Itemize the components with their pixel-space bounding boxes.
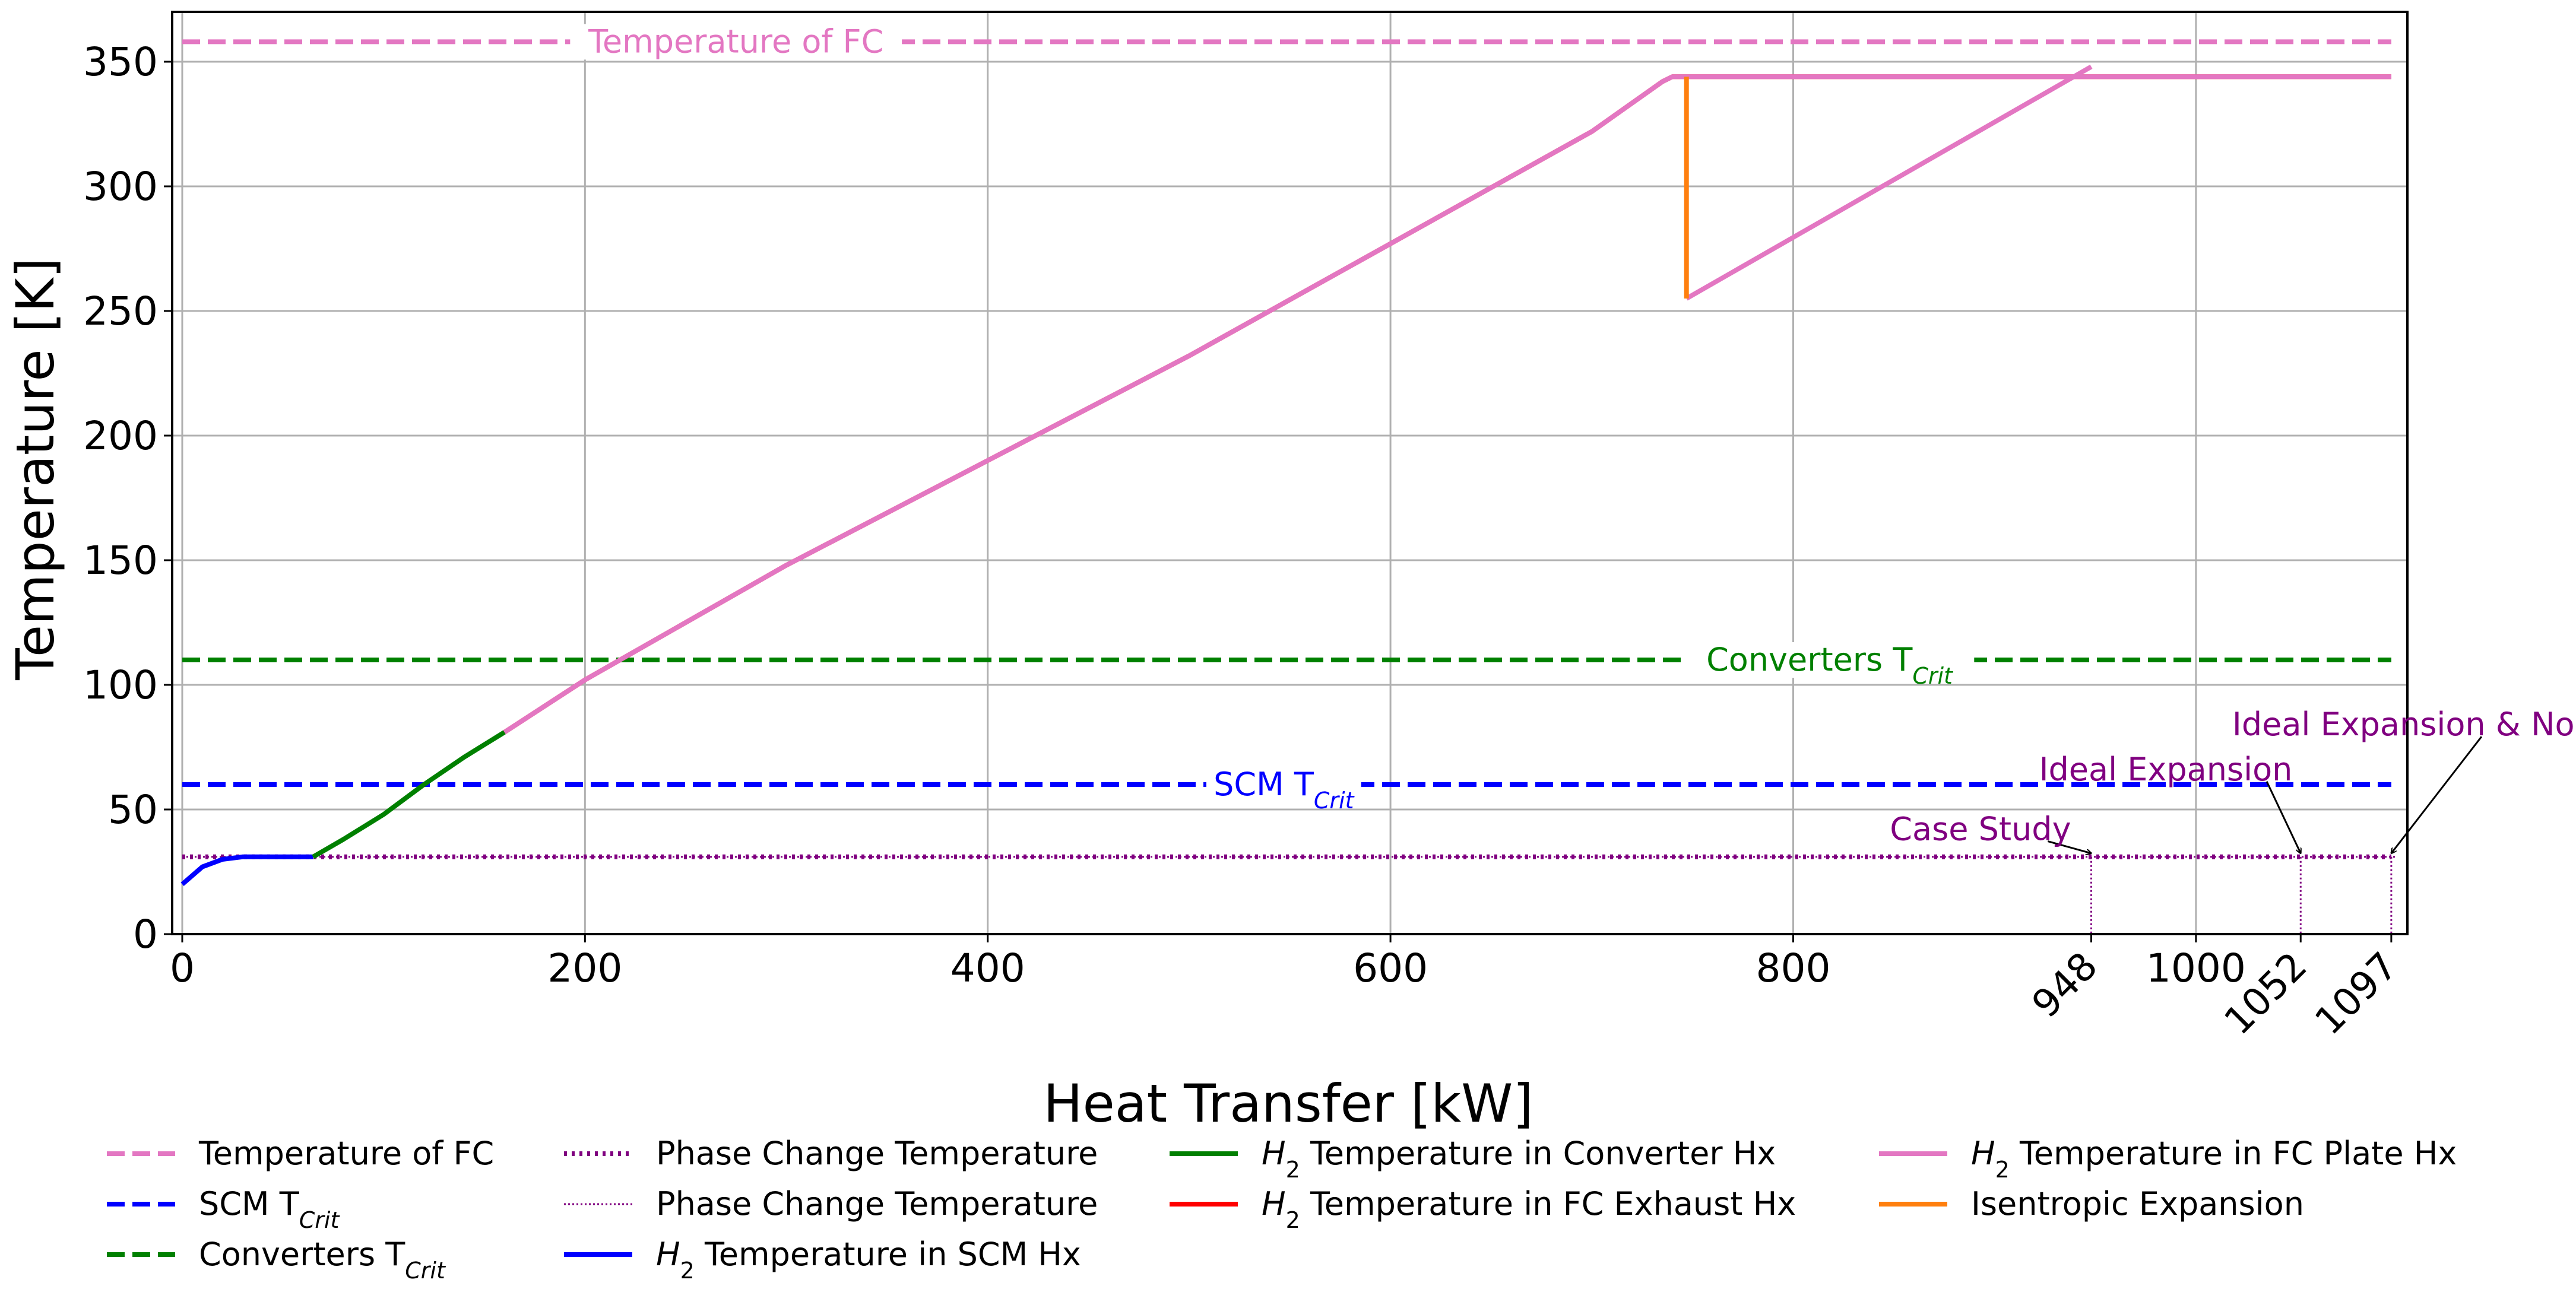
plot-frame	[171, 11, 2409, 935]
annotation-label: Ideal Expansion	[2039, 751, 2293, 788]
legend-label: H2 Temperature in Converter Hx	[1262, 1135, 1776, 1183]
annotation-label: Case Study	[1890, 811, 2071, 848]
series-layer	[180, 39, 2397, 934]
x-axis-label: Heat Transfer [kW]	[1043, 1073, 1533, 1134]
y-tick-label: 250	[83, 288, 158, 334]
y-axis-label: Temperature [K]	[5, 258, 66, 681]
x-tick-label: 400	[950, 945, 1025, 991]
legend-label: Temperature of FC	[198, 1135, 494, 1172]
legend-label: Phase Change Temperature	[656, 1185, 1098, 1223]
x-extra-tick-label: 1097	[2307, 944, 2406, 1043]
legend-label: H2 Temperature in FC Exhaust Hx	[1262, 1185, 1796, 1233]
x-tick-label: 0	[170, 945, 195, 991]
y-tick-label: 0	[133, 912, 158, 957]
axes: 0 200 400 600 800 1000 0 50 100 150 200 250 300 350 94…	[83, 11, 2409, 1043]
legend-label: H2 Temperature in FC Plate Hx	[1971, 1135, 2457, 1183]
annotation-arrow	[2047, 840, 2091, 853]
x-tick-label: 200	[547, 945, 622, 991]
annotation-arrow	[2266, 781, 2301, 853]
series-line	[503, 74, 2391, 735]
legend-label: Phase Change Temperature	[656, 1135, 1098, 1172]
series-line	[180, 854, 313, 887]
y-tick-label: 100	[83, 662, 158, 708]
annotation-label: Ideal Expansion & No Losses	[2232, 706, 2576, 743]
x-extra-tick-label: 948	[2024, 944, 2106, 1027]
series-line	[503, 74, 2391, 735]
series-line	[1685, 64, 2093, 301]
legend-label: Isentropic Expansion	[1971, 1185, 2304, 1223]
series-line	[312, 730, 506, 859]
y-tick-label: 150	[83, 538, 158, 583]
y-tick-label: 200	[83, 413, 158, 459]
annotation-arrow	[2391, 736, 2483, 853]
legend-label: Converters TCrit	[199, 1236, 446, 1284]
grid	[172, 12, 2407, 935]
annotation-bg	[1684, 642, 1975, 678]
y-tick-label: 350	[83, 39, 158, 85]
y-tick-label: 300	[83, 164, 158, 209]
legend-label: H2 Temperature in SCM Hx	[656, 1236, 1081, 1284]
legend-label: SCM TCrit	[199, 1185, 340, 1233]
annotation-bg	[1206, 767, 1361, 802]
x-tick-label: 1000	[2146, 945, 2246, 991]
annotation-label: Temperature of FC	[588, 23, 883, 60]
y-tick-label: 50	[108, 787, 158, 833]
x-tick-label: 600	[1353, 945, 1428, 991]
annotation-bg	[570, 24, 902, 60]
x-tick-label: 800	[1756, 945, 1830, 991]
